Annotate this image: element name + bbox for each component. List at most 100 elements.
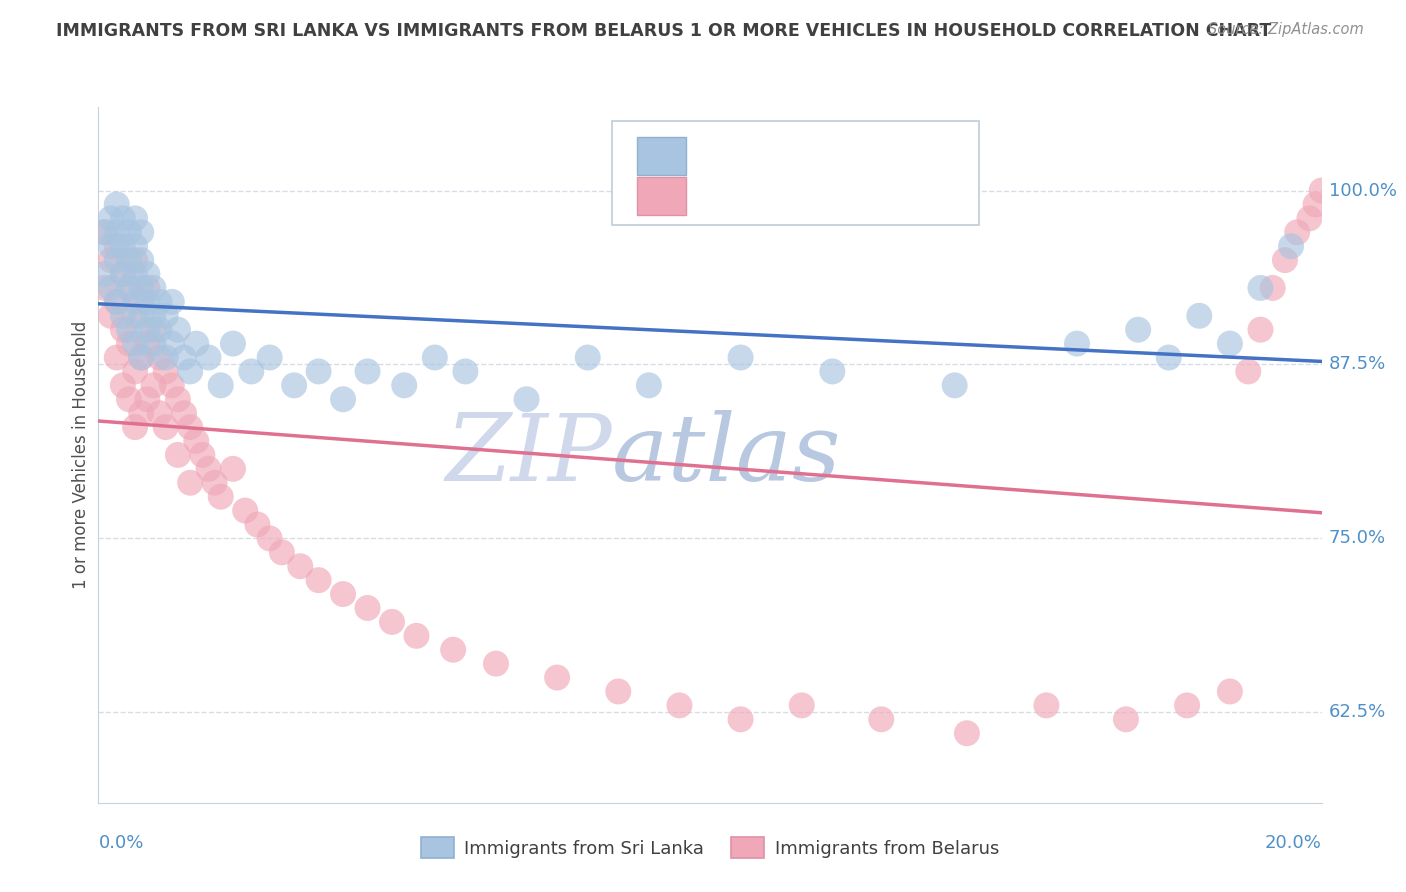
Point — [136, 336, 159, 351]
Point — [1249, 323, 1271, 337]
Point — [142, 336, 165, 351]
Point — [111, 239, 134, 253]
Point — [197, 351, 219, 365]
Point — [283, 378, 305, 392]
Text: R = 0.142: R = 0.142 — [704, 186, 801, 205]
Point — [155, 364, 177, 378]
Point — [546, 671, 568, 685]
Point — [246, 517, 269, 532]
Point — [111, 323, 134, 337]
Y-axis label: 1 or more Vehicles in Household: 1 or more Vehicles in Household — [72, 321, 90, 589]
Point — [259, 532, 281, 546]
Point — [118, 323, 141, 337]
Text: R = 0.237: R = 0.237 — [704, 146, 801, 165]
Point — [129, 351, 152, 365]
Point — [204, 475, 226, 490]
Point — [209, 490, 232, 504]
Point — [516, 392, 538, 407]
Point — [1310, 184, 1333, 198]
Point — [142, 323, 165, 337]
Point — [124, 267, 146, 281]
Point — [167, 392, 190, 407]
Point — [124, 294, 146, 309]
Point — [290, 559, 312, 574]
Point — [136, 392, 159, 407]
Point — [332, 587, 354, 601]
Point — [105, 253, 128, 268]
Point — [191, 448, 214, 462]
Point — [105, 294, 128, 309]
Point — [105, 225, 128, 239]
Point — [129, 351, 152, 365]
Point — [93, 225, 115, 239]
Point — [576, 351, 599, 365]
Point — [129, 309, 152, 323]
Text: 75.0%: 75.0% — [1329, 530, 1386, 548]
Point — [118, 336, 141, 351]
Point — [100, 309, 122, 323]
Point — [179, 420, 201, 434]
Point — [485, 657, 508, 671]
Point — [356, 364, 378, 378]
FancyBboxPatch shape — [637, 137, 686, 175]
Point — [142, 378, 165, 392]
Point — [1249, 281, 1271, 295]
Point — [136, 294, 159, 309]
Point — [1298, 211, 1320, 226]
Point — [308, 364, 330, 378]
Point — [1157, 351, 1180, 365]
Point — [160, 336, 183, 351]
Point — [1279, 239, 1302, 253]
Point — [93, 281, 115, 295]
Point — [129, 253, 152, 268]
Point — [118, 281, 141, 295]
Point — [790, 698, 813, 713]
Point — [668, 698, 690, 713]
Point — [197, 462, 219, 476]
Point — [167, 448, 190, 462]
Point — [111, 309, 134, 323]
Point — [730, 351, 752, 365]
Point — [222, 336, 245, 351]
Point — [118, 281, 141, 295]
Point — [105, 197, 128, 211]
Point — [381, 615, 404, 629]
Point — [111, 378, 134, 392]
Point — [173, 406, 195, 420]
Point — [111, 267, 134, 281]
Point — [186, 434, 208, 448]
Point — [956, 726, 979, 740]
Point — [1219, 336, 1241, 351]
Point — [173, 351, 195, 365]
Point — [124, 336, 146, 351]
Point — [124, 239, 146, 253]
Point — [136, 323, 159, 337]
Point — [1305, 197, 1327, 211]
FancyBboxPatch shape — [637, 177, 686, 215]
Point — [392, 378, 416, 392]
Point — [142, 309, 165, 323]
Point — [332, 392, 354, 407]
Legend: Immigrants from Sri Lanka, Immigrants from Belarus: Immigrants from Sri Lanka, Immigrants fr… — [416, 831, 1004, 863]
Point — [100, 211, 122, 226]
Point — [111, 267, 134, 281]
Point — [870, 712, 893, 726]
Point — [129, 225, 152, 239]
Text: atlas: atlas — [612, 410, 842, 500]
Point — [100, 239, 122, 253]
Point — [167, 323, 190, 337]
Point — [1237, 364, 1260, 378]
Point — [1274, 253, 1296, 268]
Point — [1286, 225, 1309, 239]
Point — [155, 420, 177, 434]
Text: 0.0%: 0.0% — [98, 834, 143, 852]
Point — [607, 684, 630, 698]
Point — [1261, 281, 1284, 295]
Point — [118, 225, 141, 239]
Point — [821, 364, 844, 378]
Text: 20.0%: 20.0% — [1265, 834, 1322, 852]
Point — [105, 239, 128, 253]
Point — [730, 712, 752, 726]
Point — [160, 294, 183, 309]
Point — [233, 503, 256, 517]
